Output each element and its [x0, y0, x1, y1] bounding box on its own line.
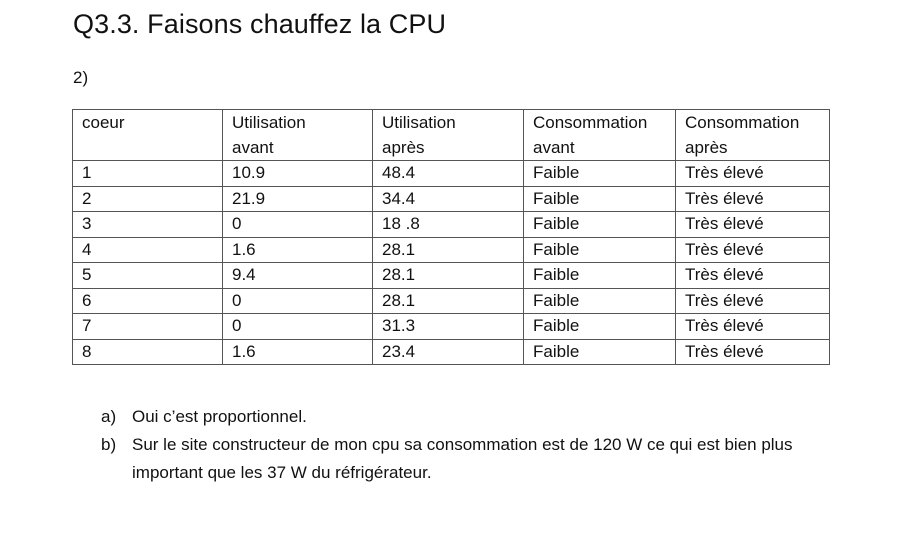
table-cell: Faible: [523, 185, 676, 212]
header-cell: Utilisation avant: [222, 109, 373, 161]
table-row: 2 21.9 34.4 Faible Très élevé: [72, 185, 830, 212]
table-cell: 48.4: [372, 160, 524, 187]
header-cell: coeur: [72, 109, 223, 161]
table-cell: 10.9: [222, 160, 373, 187]
table-cell: 1: [72, 160, 223, 187]
header-cell: Utilisation après: [372, 109, 524, 161]
header-line: après: [685, 138, 728, 157]
header-line: Utilisation: [382, 113, 456, 132]
table-row: 1 10.9 48.4 Faible Très élevé: [72, 160, 830, 187]
table-row: 4 1.6 28.1 Faible Très élevé: [72, 236, 830, 263]
table-cell: Faible: [523, 313, 676, 340]
table-cell: 2: [72, 185, 223, 212]
table-cell: 7: [72, 313, 223, 340]
table-cell: 0: [222, 287, 373, 314]
header-line: après: [382, 138, 425, 157]
table-cell: 5: [72, 262, 223, 289]
table-cell: Faible: [523, 287, 676, 314]
table-cell: 21.9: [222, 185, 373, 212]
table-cell: 28.1: [372, 236, 524, 263]
answer-text: Oui c’est proportionnel.: [132, 407, 307, 426]
table-cell: 0: [222, 211, 373, 238]
table-cell: 28.1: [372, 287, 524, 314]
section-number: 2): [73, 68, 89, 87]
header-cell: Consommation avant: [523, 109, 676, 161]
table-row: 8 1.6 23.4 Faible Très élevé: [72, 338, 830, 365]
table-cell: Faible: [523, 338, 676, 365]
answer-list: a) Oui c’est proportionnel. b) Sur le si…: [101, 403, 821, 487]
table-cell: 31.3: [372, 313, 524, 340]
header-line: coeur: [82, 113, 125, 132]
table-cell: 18 .8: [372, 211, 524, 238]
table-cell: 0: [222, 313, 373, 340]
table-row: 6 0 28.1 Faible Très élevé: [72, 287, 830, 314]
header-line: Consommation: [533, 113, 648, 132]
header-line: avant: [533, 138, 575, 157]
table-row: 3 0 18 .8 Faible Très élevé: [72, 211, 830, 238]
table-cell: Très élevé: [675, 313, 830, 340]
header-line: Consommation: [685, 113, 800, 132]
table-cell: 4: [72, 236, 223, 263]
table-header-row: coeur Utilisation avant Utilisation après …: [72, 109, 830, 161]
table-cell: 23.4: [372, 338, 524, 365]
table-cell: 8: [72, 338, 223, 365]
header-line: Utilisation: [232, 113, 306, 132]
table-cell: 1.6: [222, 338, 373, 365]
list-marker: b): [101, 435, 117, 454]
table-cell: Très élevé: [675, 236, 830, 263]
table-cell: Très élevé: [675, 338, 830, 365]
table-cell: 6: [72, 287, 223, 314]
list-item: a) Oui c’est proportionnel.: [101, 403, 821, 431]
table-cell: 3: [72, 211, 223, 238]
cpu-usage-table: coeur Utilisation avant Utilisation après …: [72, 109, 830, 365]
answer-text: Sur le site constructeur de mon cpu sa c…: [132, 435, 793, 482]
table-cell: Très élevé: [675, 262, 830, 289]
list-item: b) Sur le site constructeur de mon cpu s…: [101, 431, 821, 487]
table-cell: Faible: [523, 211, 676, 238]
table-cell: Faible: [523, 236, 676, 263]
table-cell: 9.4: [222, 262, 373, 289]
table-cell: Très élevé: [675, 211, 830, 238]
table-cell: Très élevé: [675, 160, 830, 187]
table-cell: Faible: [523, 160, 676, 187]
table-row: 7 0 31.3 Faible Très élevé: [72, 313, 830, 340]
page-title: Q3.3. Faisons chauffez la CPU: [73, 9, 447, 39]
table-row: 5 9.4 28.1 Faible Très élevé: [72, 262, 830, 289]
header-cell: Consommation après: [675, 109, 830, 161]
table-cell: 28.1: [372, 262, 524, 289]
table-cell: Très élevé: [675, 185, 830, 212]
header-line: avant: [232, 138, 274, 157]
table-cell: Très élevé: [675, 287, 830, 314]
list-marker: a): [101, 407, 117, 426]
table-cell: Faible: [523, 262, 676, 289]
table-cell: 34.4: [372, 185, 524, 212]
table-cell: 1.6: [222, 236, 373, 263]
